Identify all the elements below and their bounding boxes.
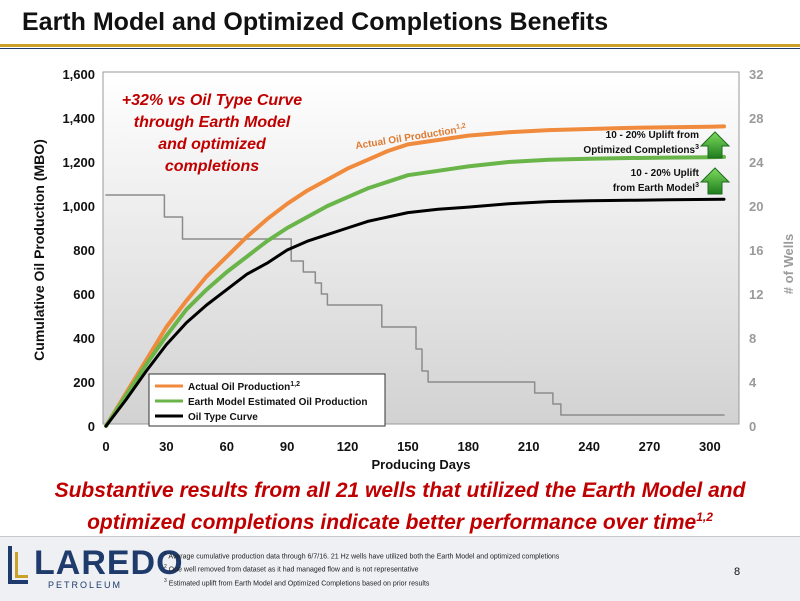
uplift-completions-line-2: Optimized Completions3 bbox=[583, 144, 699, 156]
logo-mark-icon bbox=[8, 546, 28, 584]
legend: Actual Oil Production1,2 Earth Model Est… bbox=[148, 373, 386, 427]
x-axis-title: Producing Days bbox=[372, 457, 471, 472]
uplift-earth-line-2: from Earth Model3 bbox=[613, 182, 699, 194]
logo-word: LAREDO bbox=[34, 544, 184, 582]
uplift-completions-line-2-text: Optimized Completions bbox=[583, 145, 695, 156]
footnote-2-sup: 2 bbox=[164, 564, 167, 571]
y-tick-label: 0 bbox=[88, 419, 95, 434]
y2-tick-label: 24 bbox=[749, 155, 764, 170]
y-tick-label: 1,000 bbox=[62, 199, 95, 214]
legend-label-actual-text: Actual Oil Production bbox=[188, 382, 290, 393]
title-rule-secondary bbox=[0, 48, 800, 49]
footnote-1-text: Average cumulative production data throu… bbox=[168, 553, 560, 561]
x-tick-label: 270 bbox=[639, 439, 661, 454]
footer-bar bbox=[0, 536, 800, 601]
footnote-1: 1 Average cumulative production data thr… bbox=[164, 549, 559, 562]
conclusion-sup: 1,2 bbox=[696, 510, 713, 524]
y-tick-label: 1,400 bbox=[62, 111, 95, 126]
legend-label-type-curve: Oil Type Curve bbox=[188, 412, 258, 423]
y2-tick-label: 12 bbox=[749, 287, 763, 302]
x-tick-label: 30 bbox=[159, 439, 173, 454]
conclusion-line-2-text: optimized completions indicate better pe… bbox=[87, 511, 697, 534]
y-tick-label: 400 bbox=[73, 331, 95, 346]
legend-box bbox=[148, 373, 386, 427]
callout-line-1: +32% vs Oil Type Curve bbox=[122, 92, 302, 109]
y-tick-label: 1,200 bbox=[62, 155, 95, 170]
plot-area bbox=[102, 71, 740, 425]
x-tick-label: 210 bbox=[518, 439, 540, 454]
y2-tick-label: 0 bbox=[749, 419, 756, 434]
y2-tick-label: 16 bbox=[749, 243, 763, 258]
x-tick-label: 240 bbox=[578, 439, 600, 454]
footnotes: 1 Average cumulative production data thr… bbox=[164, 549, 559, 589]
x-tick-label: 120 bbox=[337, 439, 359, 454]
callout-text: +32% vs Oil Type Curve through Earth Mod… bbox=[122, 92, 302, 175]
footnote-3: 3 Estimated uplift from Earth Model and … bbox=[164, 576, 559, 589]
uplift-completions-sup: 3 bbox=[695, 144, 699, 151]
y-tick-label: 600 bbox=[73, 287, 95, 302]
footnote-3-text: Estimated uplift from Earth Model and Op… bbox=[168, 579, 430, 587]
y2-tick-label: 20 bbox=[749, 199, 763, 214]
y2-axis-title: # of Wells bbox=[781, 234, 796, 294]
x-tick-label: 180 bbox=[457, 439, 479, 454]
actual-oil-label-sup: 1,2 bbox=[456, 123, 467, 131]
callout-line-3: and optimized bbox=[158, 136, 267, 153]
callout-line-4: completions bbox=[165, 158, 259, 175]
series-earth-model-line bbox=[104, 154, 726, 428]
footnote-3-sup: 3 bbox=[164, 577, 167, 584]
x-tick-label: 60 bbox=[220, 439, 234, 454]
uplift-earth-line-2-text: from Earth Model bbox=[613, 183, 695, 194]
page-number: 8 bbox=[734, 566, 741, 578]
callout-line-2: through Earth Model bbox=[134, 114, 291, 131]
y-tick-label: 200 bbox=[73, 375, 95, 390]
series-type-curve-line bbox=[104, 197, 726, 428]
uplift-earth-sup: 3 bbox=[695, 182, 699, 189]
logo-subtitle: PETROLEUM bbox=[48, 580, 123, 590]
conclusion-line-1: Substantive results from all 21 wells th… bbox=[54, 479, 746, 502]
legend-label-actual-sup: 1,2 bbox=[290, 381, 300, 388]
x-tick-label: 0 bbox=[102, 439, 109, 454]
laredo-logo: LAREDO PETROLEUM bbox=[6, 542, 183, 592]
uplift-completions-line-1: 10 - 20% Uplift from bbox=[606, 130, 699, 141]
y2-tick-label: 8 bbox=[749, 331, 756, 346]
y2-tick-label: 32 bbox=[749, 67, 763, 82]
y-tick-label: 800 bbox=[73, 243, 95, 258]
series-actual-oil-line bbox=[104, 124, 726, 428]
legend-label-actual: Actual Oil Production1,2 bbox=[188, 381, 300, 393]
y-tick-label: 1,600 bbox=[62, 67, 95, 82]
x-tick-label: 90 bbox=[280, 439, 294, 454]
uplift-earth-line-1: 10 - 20% Uplift bbox=[631, 168, 700, 179]
x-tick-label: 300 bbox=[699, 439, 721, 454]
footnote-2: 2 One well removed from dataset as it ha… bbox=[164, 562, 559, 575]
footnote-1-sup: 1 bbox=[164, 551, 167, 557]
legend-label-earth-model: Earth Model Estimated Oil Production bbox=[188, 397, 367, 408]
title-rule bbox=[0, 44, 800, 47]
y2-tick-label: 4 bbox=[749, 375, 757, 390]
y2-tick-label: 28 bbox=[749, 111, 763, 126]
conclusion-line-2: optimized completions indicate better pe… bbox=[20, 504, 780, 536]
page-title: Earth Model and Optimized Completions Be… bbox=[22, 8, 609, 36]
y-axis-title: Cumulative Oil Production (MBO) bbox=[31, 139, 47, 361]
conclusion-text: Substantive results from all 21 wells th… bbox=[20, 478, 780, 536]
series-well-count-line bbox=[105, 194, 725, 416]
x-tick-label: 150 bbox=[397, 439, 419, 454]
footnote-2-text: One well removed from dataset as it had … bbox=[168, 566, 419, 574]
uplift-arrow-earth-icon bbox=[699, 167, 731, 195]
uplift-arrow-completions-icon bbox=[699, 131, 731, 159]
